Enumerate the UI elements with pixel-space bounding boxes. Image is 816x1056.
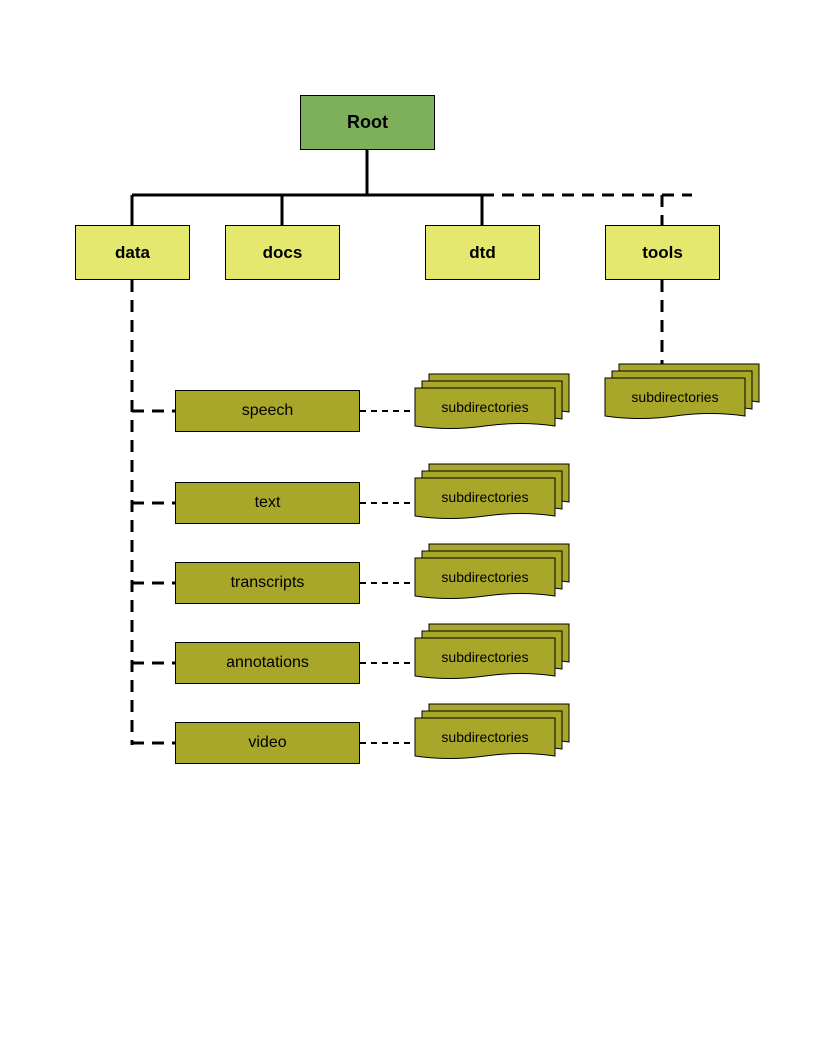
root-node: Root	[300, 95, 435, 150]
node-label: video	[248, 734, 286, 752]
root-label: Root	[347, 112, 388, 133]
node-label: data	[115, 243, 150, 263]
node-label: tools	[642, 243, 683, 263]
directory-tree-diagram: subdirectories subdirectories subdirectori…	[0, 0, 816, 1056]
node-label: dtd	[469, 243, 495, 263]
subdirectories-label: subdirectories	[441, 649, 528, 665]
node-label: docs	[263, 243, 303, 263]
node-speech: speech	[175, 390, 360, 432]
node-tools: tools	[605, 225, 720, 280]
node-dtd: dtd	[425, 225, 540, 280]
node-docs: docs	[225, 225, 340, 280]
subdirectories-label: subdirectories	[441, 729, 528, 745]
node-transcripts: transcripts	[175, 562, 360, 604]
node-data: data	[75, 225, 190, 280]
subdirectories-label: subdirectories	[441, 399, 528, 415]
subdirectories-label: subdirectories	[631, 389, 718, 405]
node-label: annotations	[226, 654, 309, 672]
node-text: text	[175, 482, 360, 524]
node-label: speech	[242, 402, 294, 420]
subdirectories-label: subdirectories	[441, 489, 528, 505]
node-label: transcripts	[231, 574, 305, 592]
subdirectories-label: subdirectories	[441, 569, 528, 585]
node-annotations: annotations	[175, 642, 360, 684]
node-label: text	[255, 494, 281, 512]
node-video: video	[175, 722, 360, 764]
